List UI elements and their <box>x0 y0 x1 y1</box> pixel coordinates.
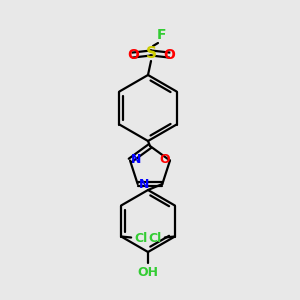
Text: Cl: Cl <box>134 232 148 245</box>
Text: O: O <box>127 48 139 62</box>
Text: Cl: Cl <box>148 232 161 245</box>
Text: N: N <box>131 153 141 166</box>
Text: S: S <box>146 46 157 61</box>
Text: O: O <box>163 48 175 62</box>
Text: OH: OH <box>137 266 158 278</box>
Text: F: F <box>156 28 166 42</box>
Text: N: N <box>139 178 149 191</box>
Text: O: O <box>160 153 170 166</box>
